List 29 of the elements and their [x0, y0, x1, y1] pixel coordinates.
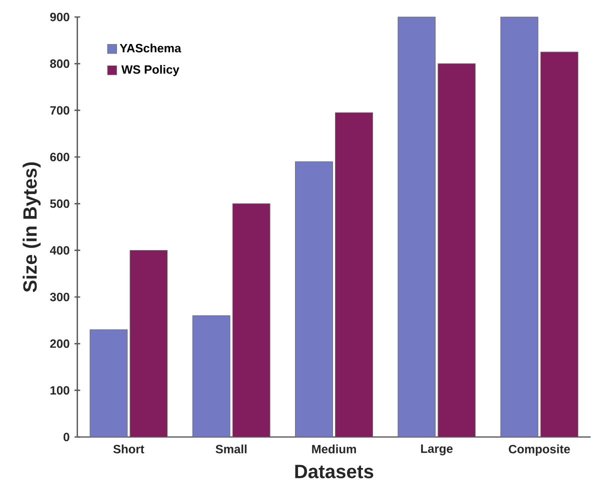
y-tick-label: 800	[50, 59, 70, 68]
bar	[500, 16, 538, 438]
y-tick-label: 300	[50, 292, 70, 302]
x-tick-label: Short	[113, 444, 144, 454]
x-axis-title: Datasets	[295, 464, 374, 478]
bar	[335, 112, 373, 438]
y-tick-label: 0	[64, 432, 70, 442]
bar	[130, 250, 168, 438]
bar	[232, 203, 270, 438]
bar	[295, 161, 333, 438]
y-tick-label: 100	[50, 386, 70, 395]
y-tick-label: 900	[50, 12, 70, 22]
y-tick-label: 600	[50, 152, 70, 162]
y-tick-label: 700	[50, 106, 70, 115]
y-tick-label: 500	[50, 199, 70, 208]
y-tick-label: 400	[50, 246, 70, 255]
y-axis-title: Size (in Bytes)	[22, 162, 41, 292]
bar	[90, 329, 128, 438]
bar	[438, 63, 476, 438]
legend-label: YASchema	[120, 44, 182, 52]
y-tick-label: 200	[50, 339, 70, 348]
legend-label: WS Policy	[121, 64, 180, 76]
bar	[192, 315, 230, 438]
x-tick-label: Large	[421, 444, 453, 456]
x-tick-label: Medium	[312, 444, 356, 454]
bar	[540, 52, 578, 438]
bar	[398, 16, 436, 438]
x-tick-label: Composite	[508, 444, 570, 456]
x-tick-label: Small	[216, 444, 246, 454]
